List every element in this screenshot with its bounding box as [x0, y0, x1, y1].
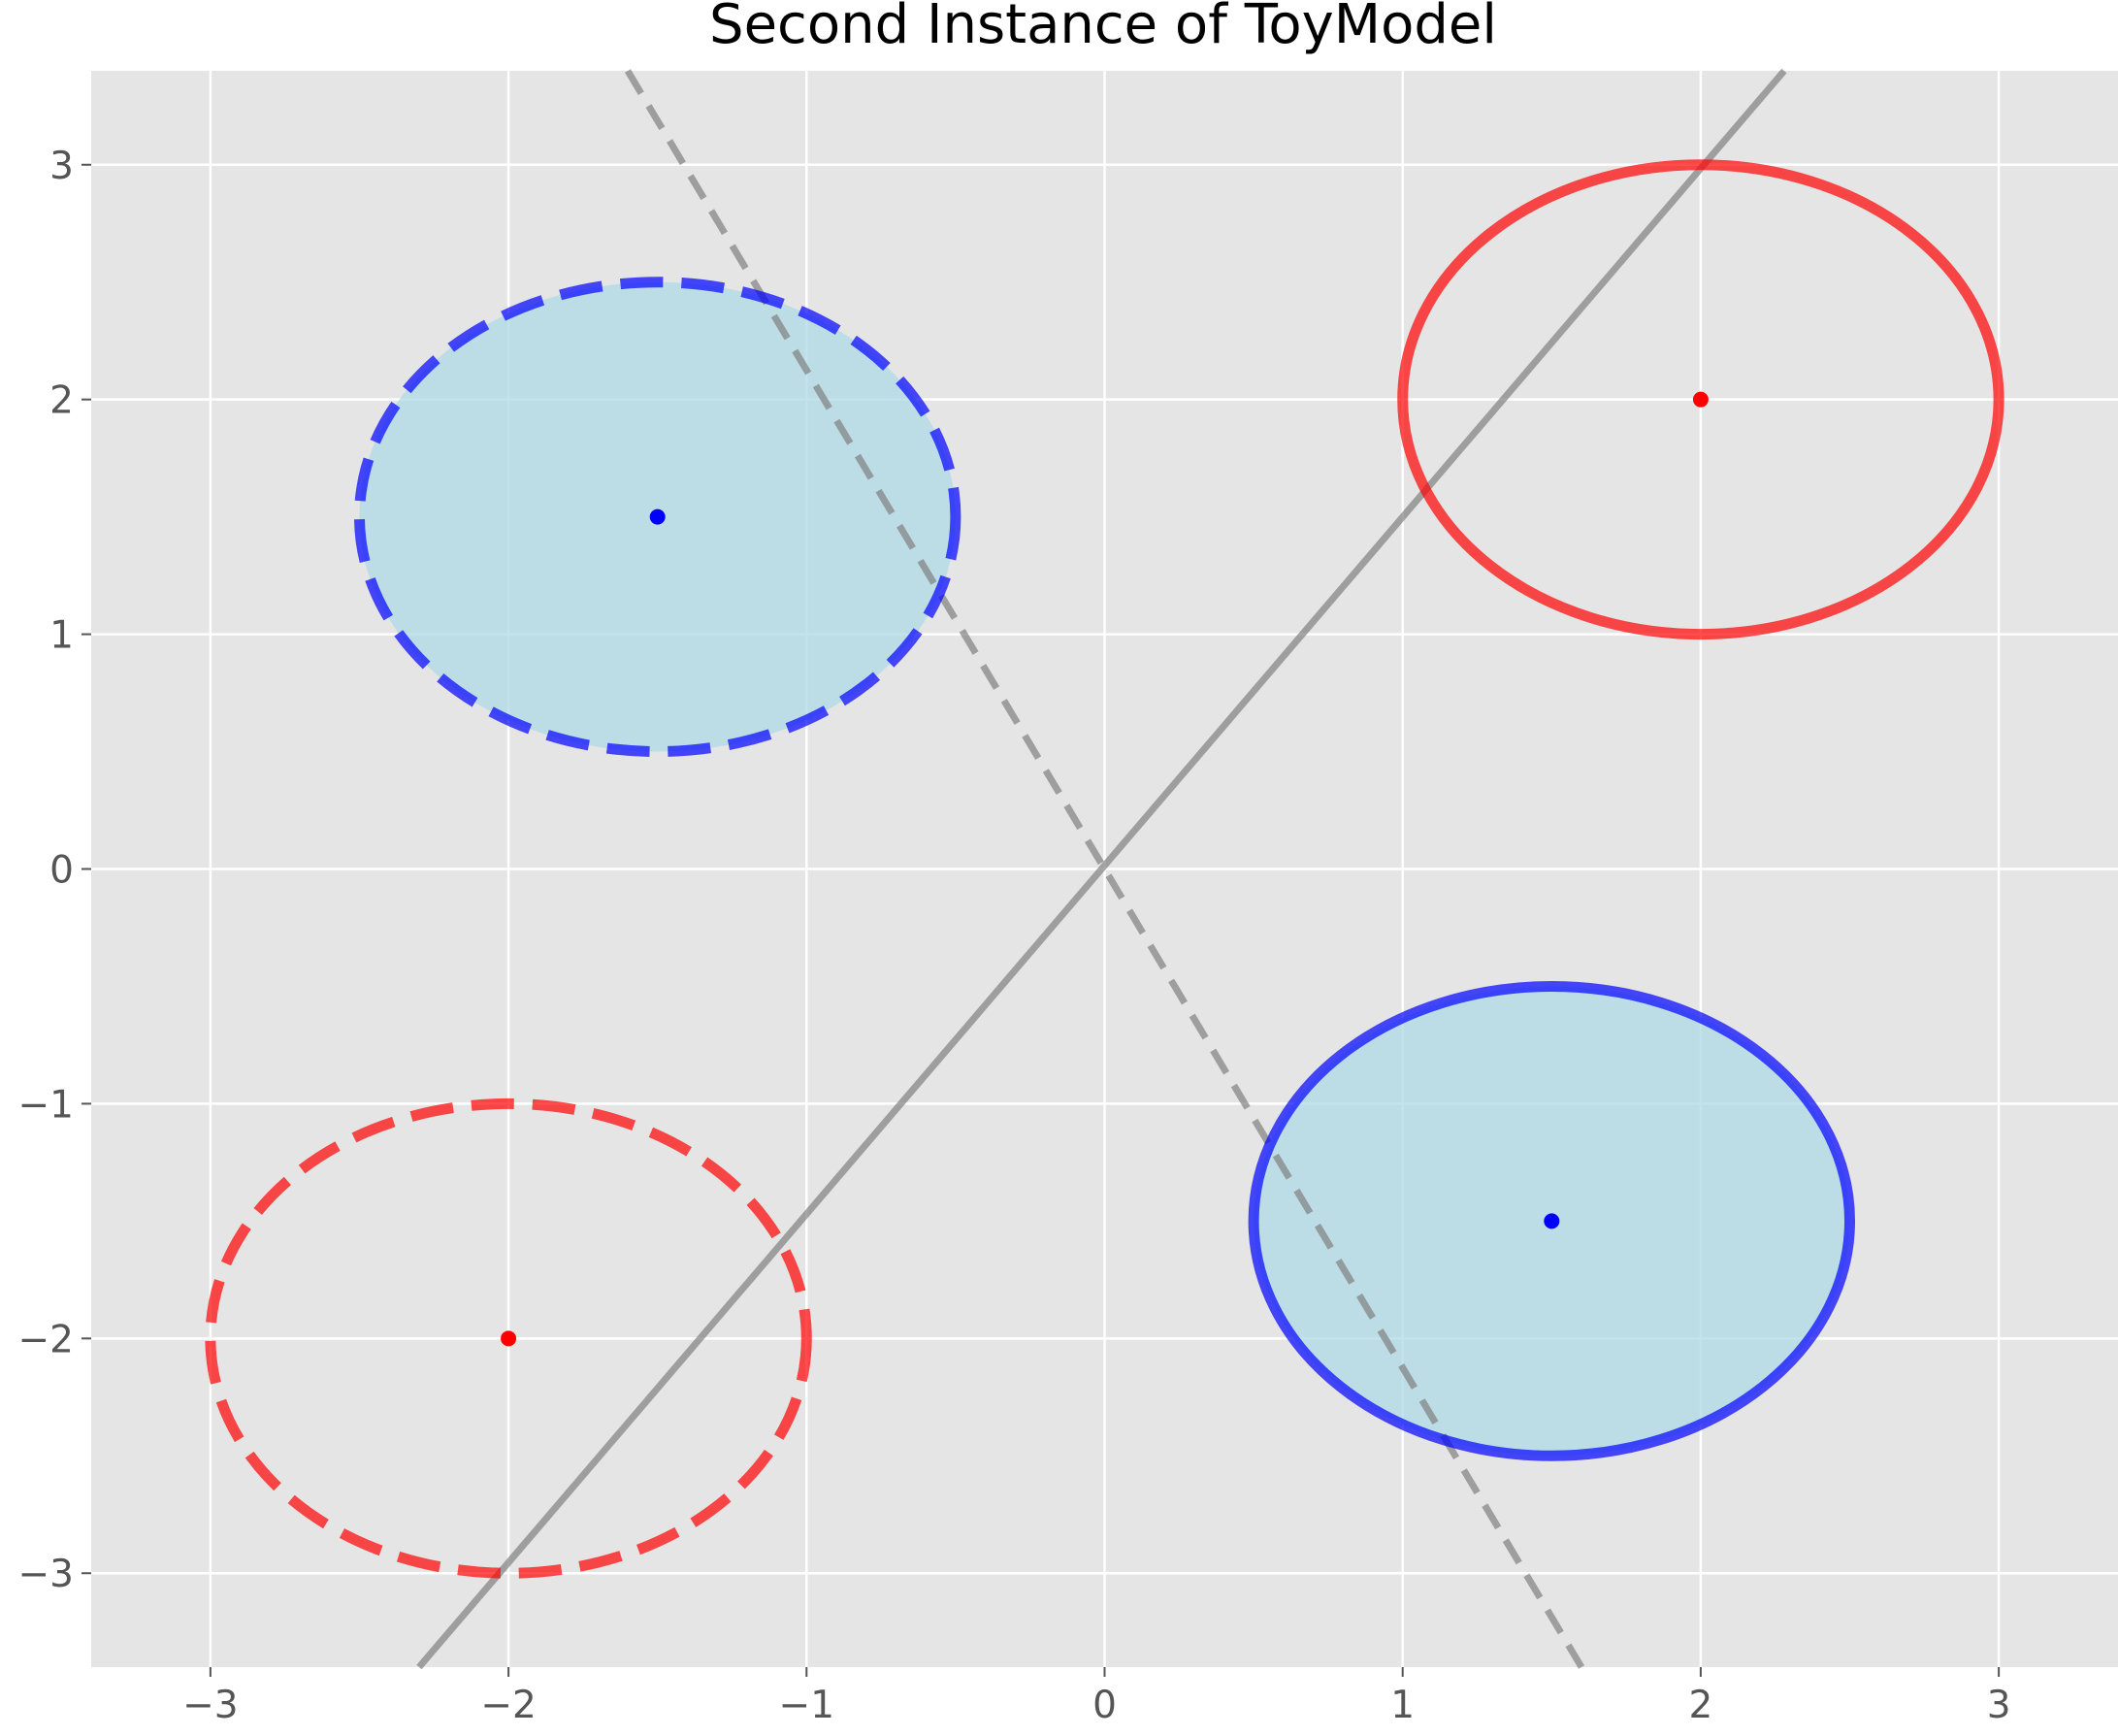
x-tick-label-2: −1	[779, 1684, 835, 1727]
x-tick-label-0: −3	[182, 1684, 239, 1727]
x-tick-label-5: 2	[1688, 1684, 1712, 1727]
ellipse-edge-red-solid	[1397, 159, 2004, 640]
y-axis-ticks: −3 −2 −1 0 1 2 3	[18, 145, 91, 1596]
y-tick-label-0: −3	[18, 1553, 75, 1596]
ellipse-edges	[205, 159, 2004, 1579]
ellipse-edge-blue-dashed-filled	[353, 277, 961, 758]
center-point-2	[501, 1330, 517, 1347]
y-tick-label-2: −1	[18, 1083, 75, 1127]
x-tick-label-1: −2	[480, 1684, 537, 1727]
center-point-1	[1692, 391, 1709, 408]
decision-lines	[416, 68, 1787, 1670]
x-tick-label-4: 1	[1390, 1684, 1415, 1727]
y-tick-label-6: 3	[49, 145, 74, 188]
y-tick-label-4: 1	[49, 614, 74, 658]
center-point-0	[649, 508, 666, 525]
ellipse-edge-blue-solid-filled	[1248, 980, 1856, 1461]
center-points	[501, 391, 1709, 1347]
ellipse-edge-red-dashed	[205, 1097, 812, 1579]
y-tick-label-1: −2	[18, 1318, 75, 1361]
y-tick-label-5: 2	[49, 379, 74, 423]
chart-title: Second Instance of ToyModel	[709, 0, 1497, 56]
line-solid-boundary	[416, 68, 1787, 1670]
center-point-3	[1544, 1213, 1560, 1229]
x-tick-label-6: 3	[1987, 1684, 2011, 1727]
x-axis-ticks: −3 −2 −1 0 1 2 3	[182, 1667, 2011, 1727]
line-dashed-boundary	[624, 69, 1585, 1669]
y-tick-label-3: 0	[49, 849, 74, 893]
x-tick-label-3: 0	[1092, 1684, 1117, 1727]
